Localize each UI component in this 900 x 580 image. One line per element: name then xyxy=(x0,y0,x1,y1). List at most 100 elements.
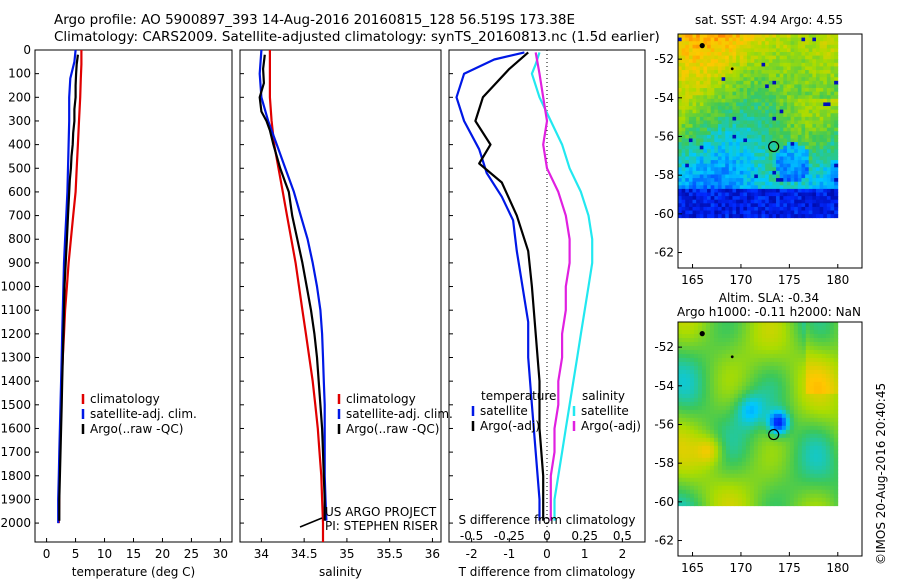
sst-map-cell xyxy=(768,62,773,67)
sla-map-cell xyxy=(689,481,695,487)
sla-map-cell xyxy=(678,393,683,399)
sla-map-cell xyxy=(749,401,755,407)
sla-map-cell xyxy=(717,405,723,411)
sst-map-cell xyxy=(725,88,730,93)
sla-map-cell xyxy=(785,373,791,379)
sst-map-cell xyxy=(794,116,799,121)
sla-map-cell xyxy=(709,477,715,483)
sst-map-cell xyxy=(797,66,802,71)
sla-map-cell xyxy=(737,345,743,351)
sla-map-cell xyxy=(709,385,715,391)
sst-map-cell xyxy=(808,170,813,175)
sla-map-cell xyxy=(813,397,819,403)
sla-map-cell xyxy=(733,393,739,399)
sst-map-cell xyxy=(717,59,722,64)
sst-map-cell xyxy=(823,41,828,46)
sst-map-cell xyxy=(783,181,788,186)
sla-map-cell xyxy=(745,421,751,427)
sst-map-cell xyxy=(797,59,802,64)
sst-map-cell xyxy=(830,188,835,193)
sla-map-cell xyxy=(685,401,691,407)
sst-map-cell xyxy=(710,106,715,111)
sst-map-cell xyxy=(834,98,839,103)
sla-map-cell xyxy=(729,357,735,363)
sla-map-cell xyxy=(745,325,751,331)
sla-map-cell xyxy=(801,433,807,439)
sst-map-cell xyxy=(754,174,759,179)
sla-map-cell xyxy=(729,417,735,423)
sst-map-cell xyxy=(776,210,781,215)
sst-map-cell xyxy=(779,124,784,129)
sla-map-cell xyxy=(809,341,815,347)
sst-map-cell xyxy=(805,131,810,136)
sla-map-cell xyxy=(829,369,835,375)
sla-map-cell xyxy=(693,322,699,327)
sst-map-cell xyxy=(743,156,748,161)
sla-map-cell xyxy=(753,405,759,411)
sst-map-cell xyxy=(703,134,708,139)
sst-map-cell xyxy=(696,70,701,75)
sst-map-cell xyxy=(823,66,828,71)
sla-map-cell xyxy=(777,397,783,403)
sst-map-cell xyxy=(681,59,686,64)
sla-map-ytick-label: -56 xyxy=(654,417,674,431)
sla-map-cell xyxy=(733,501,739,507)
sst-map-cell xyxy=(805,214,810,219)
sst-map-cell xyxy=(805,41,810,46)
sst-map-cell xyxy=(692,91,697,96)
sst-map-cell xyxy=(714,106,719,111)
sla-map-cell xyxy=(705,385,711,391)
figure-title-line-2: Climatology: CARS2009. Satellite-adjuste… xyxy=(54,29,660,45)
sst-map-cell xyxy=(696,167,701,172)
sla-map-cell xyxy=(789,469,795,475)
sla-map-cell xyxy=(801,457,807,463)
sst-map-cell xyxy=(717,188,722,193)
sla-map-cell xyxy=(717,501,723,507)
sla-map-cell xyxy=(777,393,783,399)
sla-map-cell xyxy=(789,333,795,339)
sla-map-cell xyxy=(733,477,739,483)
sst-map-cell xyxy=(765,48,770,53)
sst-map-cell xyxy=(757,138,762,143)
sla-map-cell xyxy=(681,465,687,471)
sst-map-cell xyxy=(732,116,737,121)
sst-map-cell xyxy=(786,34,791,38)
sst-map-cell xyxy=(728,62,733,67)
sla-map-cell xyxy=(729,429,735,435)
sst-map-cell xyxy=(747,131,752,136)
sst-map-cell xyxy=(816,160,821,165)
sst-map-cell xyxy=(721,109,726,114)
sla-map-cell xyxy=(737,353,743,359)
sst-map-cell xyxy=(732,214,737,219)
sla-map-cell xyxy=(833,437,839,443)
sst-map-cell xyxy=(776,185,781,190)
sla-map-cell xyxy=(809,373,815,379)
sst-map-cell xyxy=(797,77,802,82)
sst-map-cell xyxy=(812,214,817,219)
sla-map-cell xyxy=(693,461,699,467)
sla-map-cell xyxy=(681,413,687,419)
sst-map-cell xyxy=(750,37,755,42)
sla-map-cell xyxy=(785,429,791,435)
sla-map-cell xyxy=(689,429,695,435)
sst-map-cell xyxy=(688,116,693,121)
sst-map-cell xyxy=(717,178,722,183)
sst-map-cell xyxy=(681,113,686,118)
sst-map-cell xyxy=(790,80,795,85)
sst-map-cell xyxy=(750,142,755,147)
sla-map-cell xyxy=(765,389,771,395)
sst-map-cell xyxy=(685,70,690,75)
sla-map-cell xyxy=(749,417,755,423)
sst-map-cell xyxy=(743,181,748,186)
sla-map-cell xyxy=(717,385,723,391)
sst-map-cell xyxy=(768,192,773,197)
sla-map-cell xyxy=(785,361,791,367)
sla-map-cell xyxy=(717,373,723,379)
sst-map-cell xyxy=(823,91,828,96)
sst-map-cell xyxy=(779,138,784,143)
sla-map-cell xyxy=(801,481,807,487)
sst-map-cell xyxy=(703,55,708,60)
sst-map-cell xyxy=(685,152,690,157)
sst-map-cell xyxy=(765,34,770,38)
sst-map-cell xyxy=(728,188,733,193)
